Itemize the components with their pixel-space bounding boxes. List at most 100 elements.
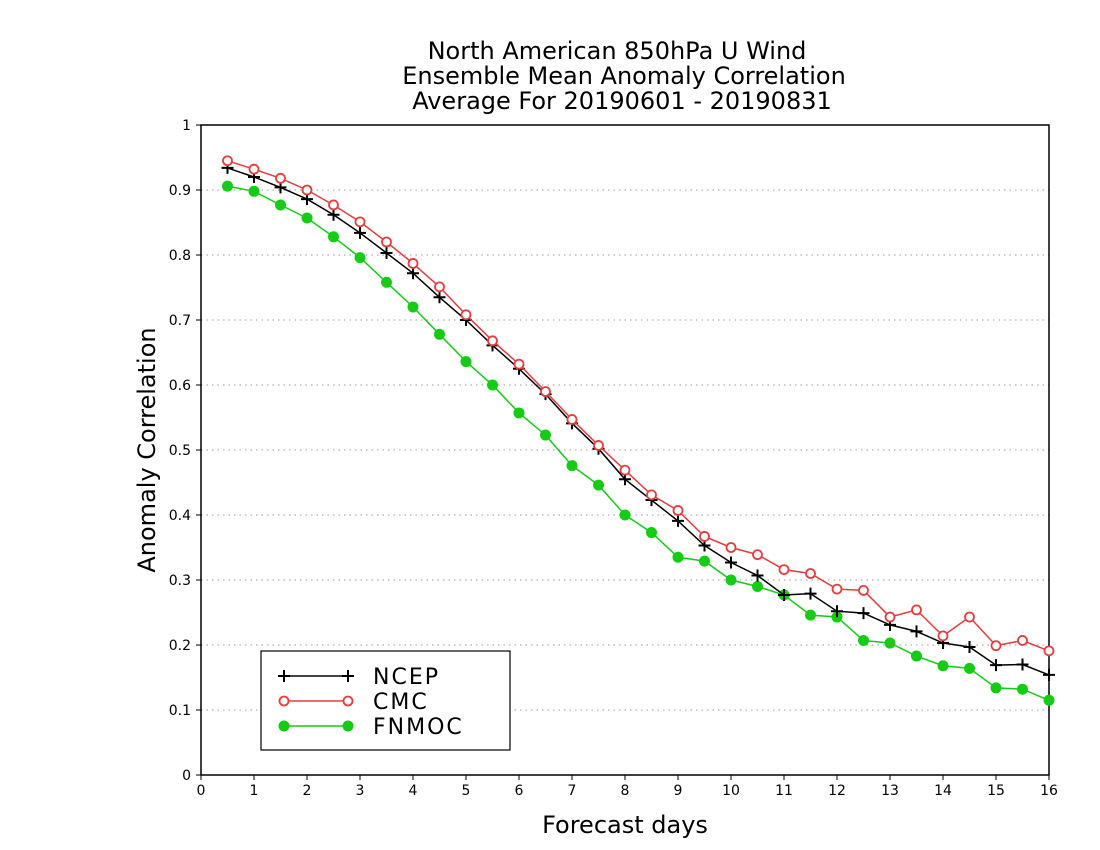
y-axis: 0 0.1 0.2 0.3 0.4 0.5 0.6 0.7 0.8 0.9 1 — [169, 118, 201, 784]
cmc-point — [884, 611, 896, 623]
title-line-1: North American 850hPa U Wind — [428, 37, 807, 65]
y-tick-label: 0.4 — [169, 508, 191, 524]
cmc-point — [805, 568, 816, 579]
cmc-point — [619, 464, 631, 476]
x-tick-label: 0 — [197, 783, 206, 799]
cmc-point — [275, 172, 286, 184]
legend-marker-start — [278, 670, 290, 682]
x-tick-label: 6 — [515, 783, 524, 799]
fnmoc-point — [805, 609, 816, 621]
x-axis-label: Forecast days — [542, 811, 708, 839]
x-tick-label: 5 — [462, 783, 471, 799]
legend-marker-end — [342, 720, 354, 732]
legend-label: FNMOC — [373, 715, 464, 740]
series-fnmoc — [222, 180, 1055, 706]
legend-marker-start — [278, 695, 290, 707]
x-tick-label: 2 — [303, 783, 312, 799]
cmc-point — [222, 155, 233, 167]
fnmoc-point — [646, 527, 657, 539]
ncep-point — [857, 607, 870, 620]
cmc-point — [248, 163, 260, 175]
cmc-point — [540, 386, 551, 397]
ncep-point — [778, 588, 790, 601]
fnmoc-point — [513, 407, 525, 419]
x-tick-label: 11 — [775, 783, 793, 799]
fnmoc-point — [354, 252, 366, 264]
cmc-point — [593, 440, 604, 451]
ncep-point — [1016, 658, 1029, 671]
ncep-point — [354, 226, 366, 239]
cmc-point — [328, 199, 339, 211]
fnmoc-point — [593, 479, 604, 491]
cmc-point — [725, 542, 737, 553]
y-tick-label: 0.1 — [169, 703, 191, 719]
ncep-point — [990, 659, 1002, 672]
fnmoc-point — [381, 276, 392, 288]
cmc-point — [301, 184, 313, 196]
cmc-point — [487, 335, 498, 347]
legend-marker-start — [278, 720, 290, 732]
cmc-point — [566, 414, 578, 425]
fnmoc-point — [990, 682, 1002, 694]
x-tick-label: 15 — [987, 783, 1005, 799]
fnmoc-point — [752, 581, 763, 592]
cmc-line — [227, 160, 1050, 652]
fnmoc-point — [540, 429, 551, 441]
ncep-point — [725, 556, 737, 569]
cmc-point — [831, 583, 843, 595]
x-tick-label: 12 — [828, 783, 846, 799]
title-line-2: Ensemble Mean Anomaly Correlation — [402, 62, 846, 90]
ncep-point — [804, 587, 817, 600]
cmc-point — [699, 531, 710, 542]
fnmoc-point — [911, 650, 922, 662]
cmc-point — [381, 236, 392, 248]
cmc-point — [460, 309, 472, 321]
series-ncep — [221, 161, 1055, 681]
fnmoc-point — [328, 231, 339, 243]
fnmoc-point — [884, 637, 896, 649]
fnmoc-point — [937, 660, 949, 672]
fnmoc-point — [407, 301, 419, 313]
cmc-point — [778, 564, 790, 575]
cmc-point — [990, 640, 1002, 652]
series-layer — [221, 155, 1055, 706]
legend-label: CMC — [373, 690, 429, 715]
cmc-point — [937, 630, 949, 642]
cmc-point — [858, 585, 869, 596]
fnmoc-point — [301, 212, 313, 224]
x-tick-label: 9 — [674, 783, 683, 799]
cmc-point — [354, 216, 366, 228]
fnmoc-point — [1043, 694, 1055, 706]
fnmoc-point — [964, 662, 975, 674]
cmc-point — [1043, 645, 1055, 657]
x-tick-label: 13 — [881, 783, 899, 799]
x-tick-label: 8 — [621, 783, 630, 799]
fnmoc-point — [248, 185, 260, 197]
ncep-point — [407, 267, 419, 280]
cmc-point — [752, 549, 763, 561]
y-tick-label: 0.3 — [169, 573, 191, 589]
fnmoc-point — [699, 555, 710, 567]
ncep-point — [831, 605, 843, 618]
legend-item-fnmoc: FNMOC — [278, 715, 464, 740]
fnmoc-point — [434, 328, 445, 340]
x-tick-label: 14 — [934, 783, 952, 799]
cmc-point — [1017, 635, 1028, 646]
ncep-point — [380, 247, 393, 260]
fnmoc-point — [275, 199, 286, 211]
x-tick-label: 1 — [250, 783, 259, 799]
y-tick-label: 0.7 — [169, 313, 191, 329]
ncep-line — [227, 167, 1050, 676]
y-tick-label: 1 — [182, 118, 191, 134]
legend-item-cmc: CMC — [278, 690, 429, 715]
fnmoc-point — [566, 460, 578, 472]
chart-title: North American 850hPa U Wind Ensemble Me… — [402, 37, 846, 115]
ncep-point — [327, 208, 340, 221]
fnmoc-line — [227, 185, 1050, 701]
y-tick-label: 0.9 — [169, 183, 191, 199]
ncep-point — [1043, 668, 1055, 681]
fnmoc-point — [672, 551, 684, 563]
cmc-point — [513, 358, 525, 370]
x-tick-label: 4 — [409, 783, 418, 799]
y-tick-label: 0.8 — [169, 248, 191, 264]
